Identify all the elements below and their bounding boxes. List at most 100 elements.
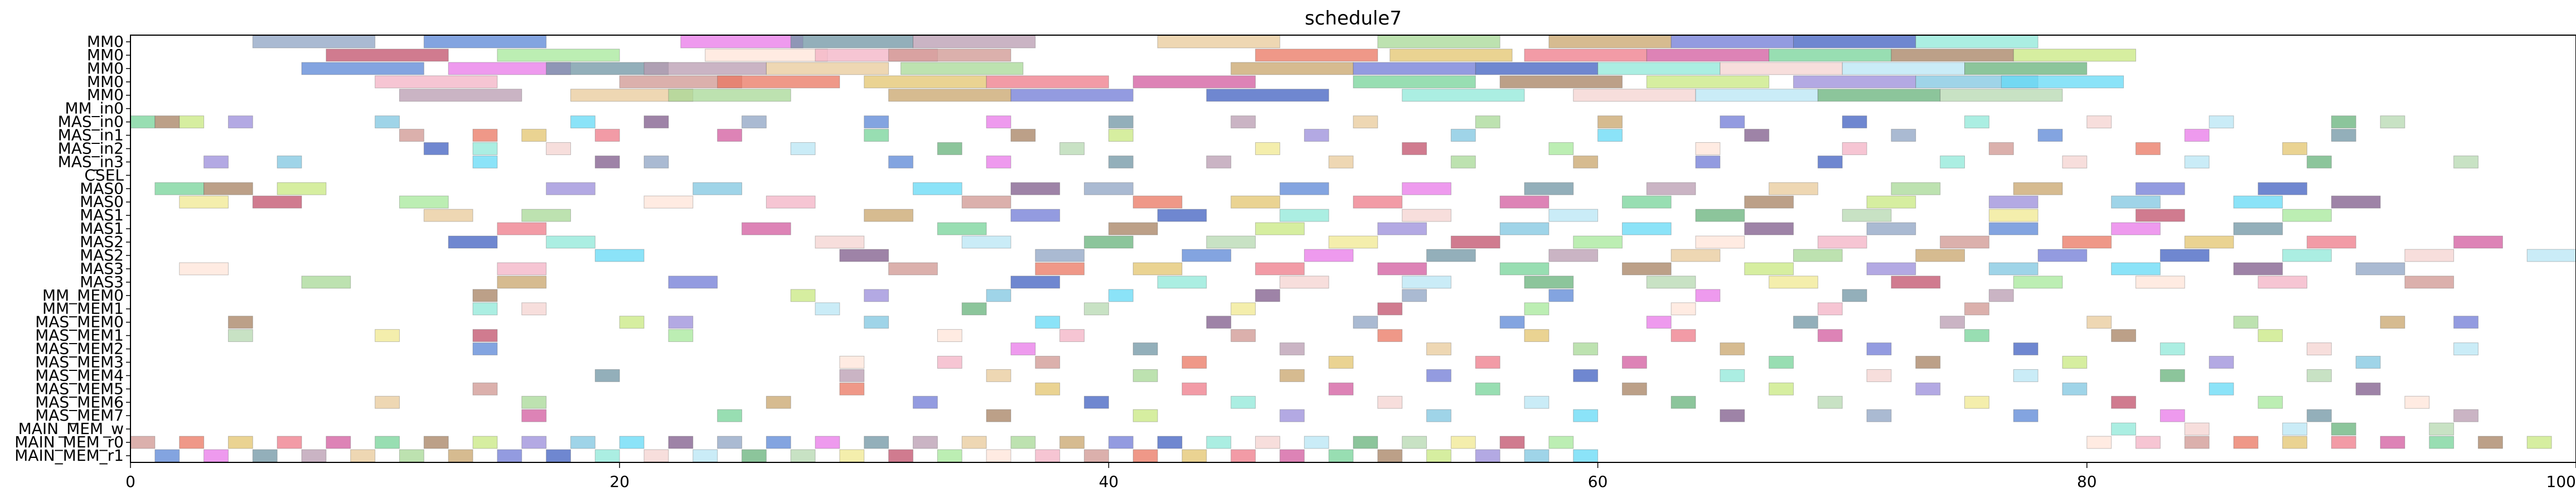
task-bar [1450, 436, 1476, 449]
task-bar [1817, 302, 1843, 316]
task-bar [619, 436, 645, 449]
task-bar [1597, 62, 1721, 75]
task-bar [2086, 115, 2112, 129]
task-bar [1646, 182, 1696, 195]
task-bar [1475, 382, 1500, 395]
task-bar [2307, 155, 2332, 168]
task-bar [2453, 235, 2503, 249]
task-bar [1548, 289, 1574, 302]
task-bar [546, 235, 595, 249]
task-bar [839, 369, 865, 382]
y-tick-label: MAS_MEM4 [35, 366, 124, 384]
task-bar [1769, 356, 1794, 369]
task-bar [2111, 195, 2161, 209]
task-bar [1377, 35, 1500, 49]
task-bar [1182, 356, 1207, 369]
task-bar [1646, 49, 1770, 62]
task-bar [1695, 142, 1721, 155]
task-bar [1035, 449, 1061, 462]
task-bar [643, 195, 694, 209]
y-tick-label: MAIN_MEM_w [18, 419, 124, 438]
task-bar [986, 115, 1011, 129]
task-bar [2380, 436, 2405, 449]
task-bar [2307, 369, 2332, 382]
x-tick-label: 60 [1588, 472, 1608, 491]
task-bar [2331, 436, 2356, 449]
task-bar [1450, 129, 1476, 142]
task-bar [888, 155, 914, 168]
task-bar [1646, 316, 1672, 329]
task-bar [643, 449, 669, 462]
task-bar [1132, 409, 1158, 422]
y-tick-label: MAIN_MEM_r1 [14, 446, 124, 465]
task-bar [1010, 129, 1036, 142]
task-bar [521, 395, 547, 409]
task-bar [1548, 142, 1574, 155]
task-bar [154, 115, 180, 129]
task-bar [1231, 449, 1256, 462]
task-bar [227, 115, 253, 129]
task-bar [375, 436, 400, 449]
task-bar [1402, 89, 1525, 102]
task-bar [179, 262, 229, 276]
task-bar [2404, 249, 2454, 262]
y-tick-label: MAS1 [80, 219, 124, 238]
task-bar [2429, 422, 2454, 436]
task-bar [2282, 142, 2308, 155]
task-bar [301, 276, 351, 289]
task-bar [1035, 249, 1085, 262]
task-bar [546, 182, 595, 195]
task-bar [888, 449, 914, 462]
task-bar [350, 449, 376, 462]
task-bar [1475, 356, 1500, 369]
task-bar [1744, 222, 1794, 235]
task-bar [1866, 195, 1916, 209]
task-bar [913, 436, 938, 449]
task-bar [766, 195, 816, 209]
task-bar [1157, 436, 1183, 449]
task-bar [2136, 436, 2161, 449]
task-bar [1940, 155, 1965, 168]
task-bar [277, 436, 302, 449]
task-bar [1010, 209, 1061, 222]
task-bar [2062, 382, 2088, 395]
task-bar [2258, 395, 2283, 409]
task-bar [1695, 209, 1745, 222]
task-bar [1304, 436, 1329, 449]
y-tick-label: MAS_MEM0 [35, 313, 124, 331]
task-bar [1035, 356, 1061, 369]
task-bar [937, 222, 987, 235]
task-bar [668, 329, 694, 342]
task-bar [252, 35, 376, 49]
task-bar [668, 436, 694, 449]
task-bar [2355, 262, 2405, 276]
task-bar [2233, 195, 2283, 209]
task-bar [2159, 342, 2185, 355]
task-bar [1670, 35, 1794, 49]
task-bar [680, 35, 803, 49]
task-bar [546, 142, 571, 155]
y-tick-label: MM0 [87, 86, 124, 104]
task-bar [1670, 395, 1696, 409]
task-bar [2404, 395, 2430, 409]
task-bar [2184, 235, 2234, 249]
y-axis-labels: MM0MM0MM0MM0MM0MM_in0MAS_in0MAS_in1MAS_i… [14, 32, 130, 465]
task-bar [668, 89, 791, 102]
task-bar [1988, 262, 2038, 276]
task-bar [1524, 395, 1550, 409]
task-bar [1866, 222, 1916, 235]
task-bar [1621, 382, 1647, 395]
task-bar [326, 436, 351, 449]
task-bar [1084, 449, 1109, 462]
task-bar [1182, 449, 1207, 462]
task-bar [570, 436, 595, 449]
task-bar [1402, 276, 1451, 289]
task-bar [1817, 155, 1843, 168]
task-bar [1744, 262, 1794, 276]
task-bar [546, 449, 571, 462]
task-bar [864, 436, 889, 449]
task-bar [1059, 329, 1085, 342]
task-bar [1891, 276, 1941, 289]
task-bar [1670, 329, 1696, 342]
task-bar [888, 49, 1011, 62]
